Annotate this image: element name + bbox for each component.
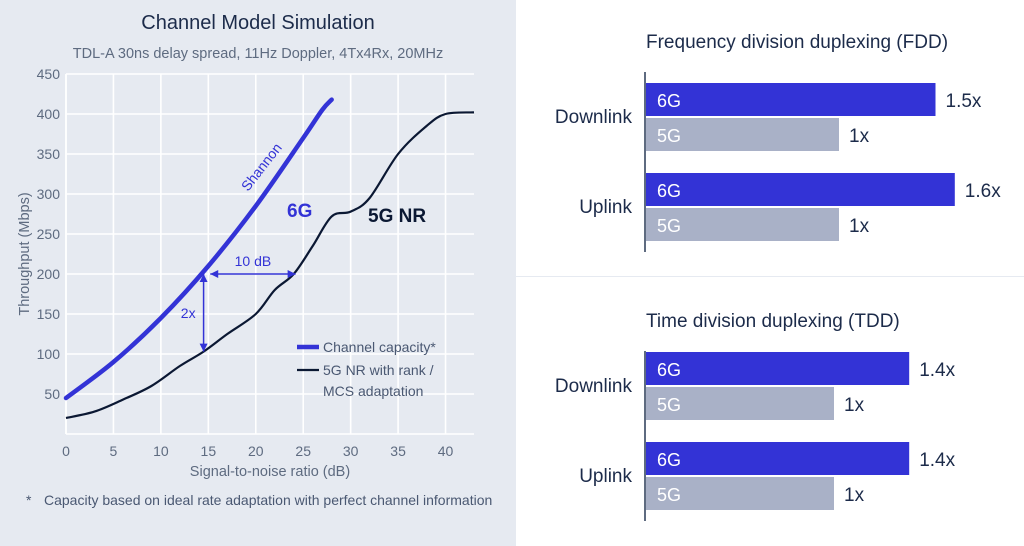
bar-value-label: 1.4x [919, 360, 955, 381]
y-tick-label: 300 [37, 186, 61, 202]
x-tick-label: 35 [390, 443, 406, 459]
bar-value-label: 1x [844, 485, 865, 506]
line-chart-panel: Channel Model Simulation TDL-A 30ns dela… [0, 0, 516, 546]
two-x-arrowhead-bottom [199, 343, 208, 352]
bar-value-label: 1x [849, 216, 870, 237]
ten-db-label: 10 dB [235, 253, 272, 269]
line-chart-title: Channel Model Simulation [141, 12, 375, 34]
y-tick-label: 400 [37, 106, 61, 122]
sixg-curve-label: 6G [287, 201, 312, 222]
two-x-label: 2x [181, 305, 196, 321]
bar-name-label: 5G [657, 126, 681, 146]
legend-label-channel-capacity: Channel capacity* [323, 339, 436, 355]
bar-chart-title: Time division duplexing (TDD) [646, 311, 900, 332]
bar-name-label: 6G [657, 450, 681, 470]
bar-6g [646, 83, 936, 116]
x-tick-label: 5 [110, 443, 118, 459]
x-tick-label: 30 [343, 443, 359, 459]
bar-value-label: 1x [844, 395, 865, 416]
bar-charts-svg: Frequency division duplexing (FDD) Downli… [555, 32, 1001, 521]
footnote: * Capacity based on ideal rate adaptatio… [26, 490, 504, 510]
bar-value-label: 1.6x [965, 181, 1001, 202]
y-tick-label: 50 [44, 386, 60, 402]
y-tick-label: 350 [37, 146, 61, 162]
bar-5g [646, 118, 839, 151]
ten-db-arrowhead-right [287, 270, 296, 278]
bar-value-label: 1.5x [946, 91, 982, 112]
legend-label-5g-nr-line2: MCS adaptation [323, 383, 423, 399]
x-tick-label: 0 [62, 443, 70, 459]
bar-6g [646, 173, 955, 206]
bar-name-label: 5G [657, 485, 681, 505]
y-axis-title: Throughput (Mbps) [17, 192, 33, 315]
x-tick-label: 15 [201, 443, 217, 459]
bar-name-label: 6G [657, 360, 681, 380]
x-tick-label: 20 [248, 443, 264, 459]
x-tick-label: 25 [295, 443, 311, 459]
footnote-star: * [26, 492, 32, 508]
group-label-uplink: Uplink [579, 197, 632, 218]
ten-db-arrowhead-left [210, 270, 219, 278]
y-tick-label: 200 [37, 266, 61, 282]
line-chart-subtitle: TDL-A 30ns delay spread, 11Hz Doppler, 4… [72, 46, 444, 62]
bar-chart-title: Frequency division duplexing (FDD) [646, 32, 948, 53]
bar-name-label: 5G [657, 395, 681, 415]
bar-value-label: 1.4x [919, 450, 955, 471]
y-tick-label: 100 [37, 346, 61, 362]
group-label-downlink: Downlink [555, 107, 633, 128]
x-tick-label: 40 [438, 443, 454, 459]
bar-name-label: 5G [657, 216, 681, 236]
panel-divider [516, 276, 1024, 277]
footnote-text: Capacity based on ideal rate adaptation … [44, 492, 493, 508]
y-tick-label: 450 [37, 66, 61, 82]
bar-6g [646, 352, 910, 385]
y-tick-label: 250 [37, 226, 61, 242]
bar-charts-panel: Frequency division duplexing (FDD) Downli… [516, 0, 1024, 546]
bar-5g [646, 387, 834, 420]
group-label-uplink: Uplink [579, 466, 632, 487]
group-label-downlink: Downlink [555, 376, 633, 397]
bar-value-label: 1x [849, 126, 870, 147]
bar-5g [646, 208, 839, 241]
y-tick-label: 150 [37, 306, 61, 322]
x-tick-label: 10 [153, 443, 169, 459]
x-axis-title: Signal-to-noise ratio (dB) [190, 464, 350, 480]
shannon-label: Shannon [238, 140, 285, 194]
bar-5g [646, 477, 834, 510]
bar-name-label: 6G [657, 91, 681, 111]
series-line-5g-nr [65, 111, 475, 420]
bar-6g [646, 442, 910, 475]
series-line-channel-capacity [63, 97, 334, 401]
bar-name-label: 6G [657, 181, 681, 201]
fiveg-nr-curve-label: 5G NR [368, 206, 426, 227]
two-x-arrowhead-top [199, 274, 208, 282]
legend-label-5g-nr-line1: 5G NR with rank / [323, 362, 434, 378]
line-chart-svg: 0 5 10 15 20 25 30 35 40 50 100 150 200 250 300 350 400 4… [17, 66, 475, 480]
